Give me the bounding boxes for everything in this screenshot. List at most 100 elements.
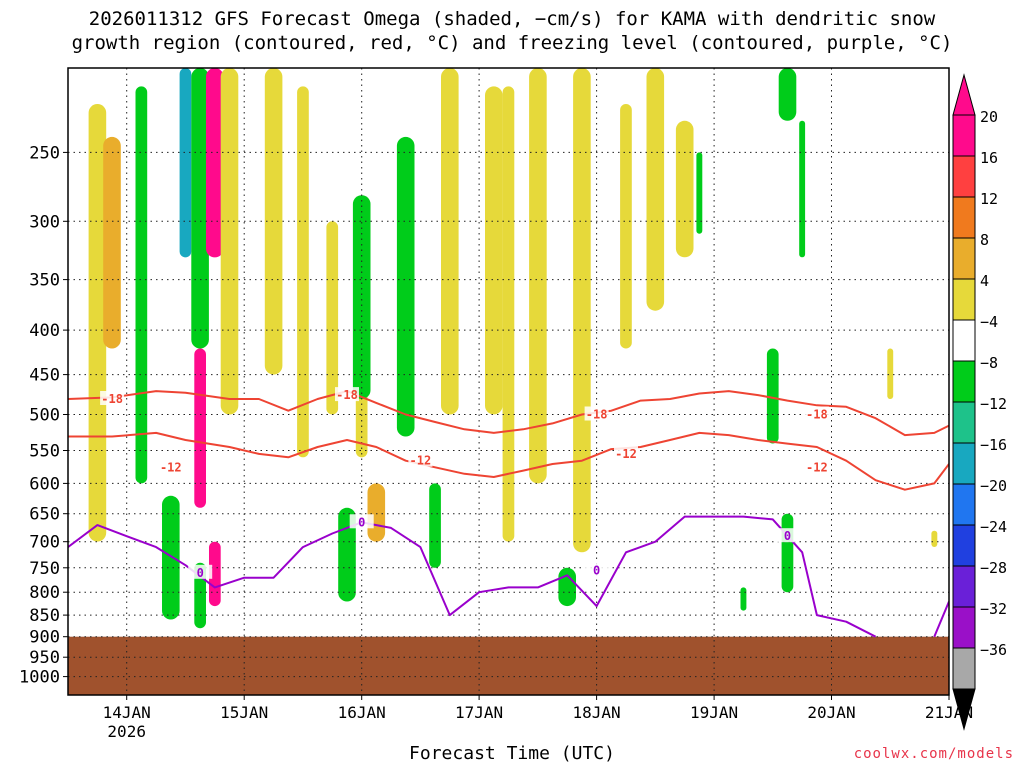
omega-shade-cell [103,136,121,349]
colorbar-swatch [952,114,976,157]
omega-shade-cell [338,507,356,602]
omega-shade-cell [264,68,283,375]
contour-label-backdrop [158,459,183,474]
colorbar-swatch [952,524,976,567]
contour-label: -12 [615,447,637,461]
y-tick-label: 600 [29,474,60,494]
y-tick-label: 250 [29,143,60,163]
omega-shade-cell [441,68,459,415]
y-tick-label: 500 [29,406,60,426]
contour-label-backdrop [349,514,374,529]
omega-shade-cell [740,587,747,611]
contour-label-backdrop [188,564,213,579]
omega-shade-cell [620,104,632,349]
x-tick-label: 15JAN [220,703,268,722]
contour-label: -18 [336,388,358,402]
omega-shade-cell [135,86,148,484]
colorbar-label: −20 [980,477,1007,495]
colorbar-swatch [952,442,976,485]
x-tick-label: 16JAN [338,703,386,722]
y-tick-label: 450 [29,366,60,386]
x-tick-sublabel: 2026 [107,722,146,741]
omega-shade-cell [887,348,894,399]
contour-label: -12 [806,460,828,474]
omega-shade-cell [352,195,371,399]
colorbar-label: −8 [980,354,998,372]
contour-label: 0 [784,529,791,543]
y-tick-label: 650 [29,505,60,525]
omega-shade-cell [646,68,665,311]
colorbar-swatch [952,360,976,403]
credit-text: coolwx.com/models [853,746,1014,762]
omega-shade-cell [558,567,576,607]
contour-label: -18 [101,392,123,406]
contour-label-backdrop [804,459,829,474]
colorbar-label: −16 [980,436,1007,454]
contour-line [68,390,949,437]
contour-line [68,515,877,638]
contour-label: 0 [593,563,600,577]
y-tick-label: 950 [29,648,60,668]
contour-label: -12 [160,460,182,474]
contour-label-backdrop [408,452,433,467]
colorbar-label: −36 [980,641,1007,659]
colorbar-label: −28 [980,559,1007,577]
colorbar-label: 16 [980,149,998,167]
omega-shade-cell [179,68,192,258]
colorbar-label: −32 [980,600,1007,618]
colorbar-swatch [952,606,976,649]
colorbar-label: 12 [980,190,998,208]
y-tick-label: 350 [29,271,60,291]
y-tick-label: 750 [29,559,60,579]
colorbar-swatch [952,155,976,198]
contour-label-backdrop [335,387,359,402]
y-tick-label: 1000 [19,668,60,688]
omega-shade-cell [573,68,591,553]
omega-shade-cell [396,136,415,437]
y-tick-label: 550 [29,442,60,462]
contour-line [68,431,949,491]
omega-shade-cell [326,221,339,415]
colorbar-swatch [952,401,976,444]
contour-label-backdrop [100,391,125,405]
omega-shade-cell [529,68,547,484]
omega-shade-cell [297,86,309,458]
contour-label-backdrop [775,528,800,543]
contour-label-backdrop [804,406,829,421]
omega-shade-cell [675,120,694,258]
omega-shade-cell [162,495,180,620]
chart-title-line-1: 2026011312 GFS Forecast Omega (shaded, −… [88,8,936,30]
omega-shade-cell [766,348,779,444]
x-tick-label: 17JAN [455,703,503,722]
colorbar-bottom-arrow [952,688,976,731]
omega-shade-cell [485,86,503,415]
y-tick-label: 400 [29,321,60,341]
contour-label: -18 [586,408,608,422]
colorbar-label: −12 [980,395,1007,413]
omega-shade-cell [502,86,515,542]
contour-label: -12 [410,454,432,468]
colorbar-label: −4 [980,313,998,331]
omega-shade-cell [781,513,794,593]
omega-shade-cell [209,541,221,607]
colorbar-label: 20 [980,108,998,126]
x-tick-label: 14JAN [103,703,151,722]
omega-shade-cell [429,483,441,568]
contour-label-backdrop [584,406,609,421]
colorbar-swatch [952,319,976,362]
contour-label-backdrop [614,445,638,460]
y-tick-label: 900 [29,628,60,648]
contour-label: -18 [806,408,828,422]
colorbar-label: −24 [980,518,1007,536]
colorbar-swatch [952,278,976,321]
omega-shade-cell [206,68,224,258]
omega-shade-cell [191,68,209,349]
y-tick-label: 850 [29,606,60,626]
x-tick-label: 20JAN [807,703,855,722]
y-tick-label: 300 [29,212,60,232]
contour-label: 0 [358,515,365,529]
colorbar-swatch [952,196,976,239]
omega-shade-cell [88,104,107,542]
omega-shade-cell [778,68,797,121]
